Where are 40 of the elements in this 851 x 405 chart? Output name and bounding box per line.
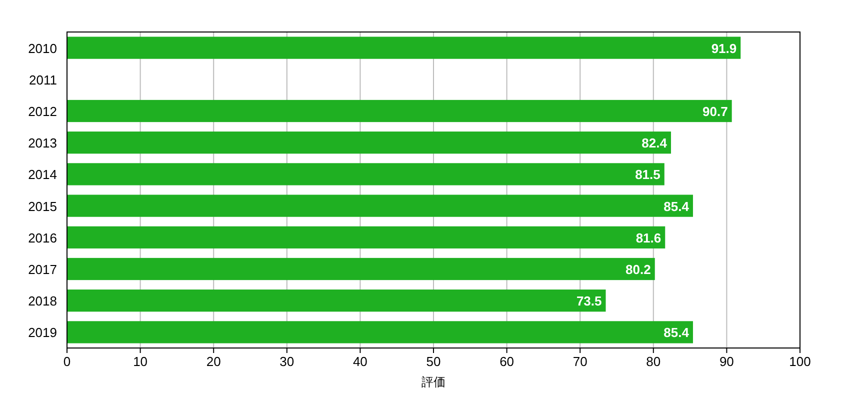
- x-tick-label: 60: [500, 354, 514, 369]
- x-tick-label: 70: [572, 354, 588, 369]
- data-label: 85.4: [664, 325, 690, 340]
- y-tick-label: 2010: [28, 40, 57, 56]
- x-tick-label: 20: [206, 354, 221, 369]
- x-tick-label: 90: [719, 354, 734, 369]
- bar: [67, 321, 693, 344]
- y-tick-label: 2015: [28, 198, 57, 214]
- y-tick-label: 2016: [28, 230, 57, 246]
- data-label: 81.6: [636, 230, 662, 246]
- bar: [67, 226, 666, 248]
- bar: [67, 163, 664, 186]
- data-label: 90.7: [702, 104, 728, 119]
- bar: [67, 100, 732, 122]
- bar: [67, 132, 671, 154]
- y-tick-label: 2018: [28, 294, 57, 309]
- data-label: 91.9: [711, 40, 737, 56]
- x-tick-label: 80: [646, 354, 661, 369]
- data-label: 85.4: [664, 198, 690, 214]
- x-tick-label: 50: [426, 354, 441, 369]
- x-tick-label: 30: [280, 354, 294, 369]
- y-tick-label: 2017: [28, 262, 57, 277]
- x-tick-label: 0: [63, 354, 71, 369]
- data-label: 73.5: [576, 294, 602, 309]
- bar: [67, 36, 741, 59]
- x-tick-label: 10: [133, 354, 148, 369]
- data-label: 80.2: [626, 262, 651, 277]
- data-label: 81.5: [635, 167, 660, 182]
- bar: [67, 194, 693, 217]
- y-tick-label: 2014: [28, 167, 57, 182]
- y-tick-label: 2011: [29, 72, 57, 88]
- y-tick-label: 2012: [28, 104, 57, 119]
- x-axis-title: 評価: [422, 375, 446, 389]
- x-tick-label: 40: [352, 354, 368, 369]
- x-tick-label: 100: [789, 354, 811, 369]
- y-tick-label: 2019: [28, 325, 57, 340]
- data-label: 82.4: [642, 136, 668, 151]
- bar: [67, 258, 655, 280]
- y-tick-label: 2013: [28, 136, 57, 151]
- bar: [67, 290, 606, 312]
